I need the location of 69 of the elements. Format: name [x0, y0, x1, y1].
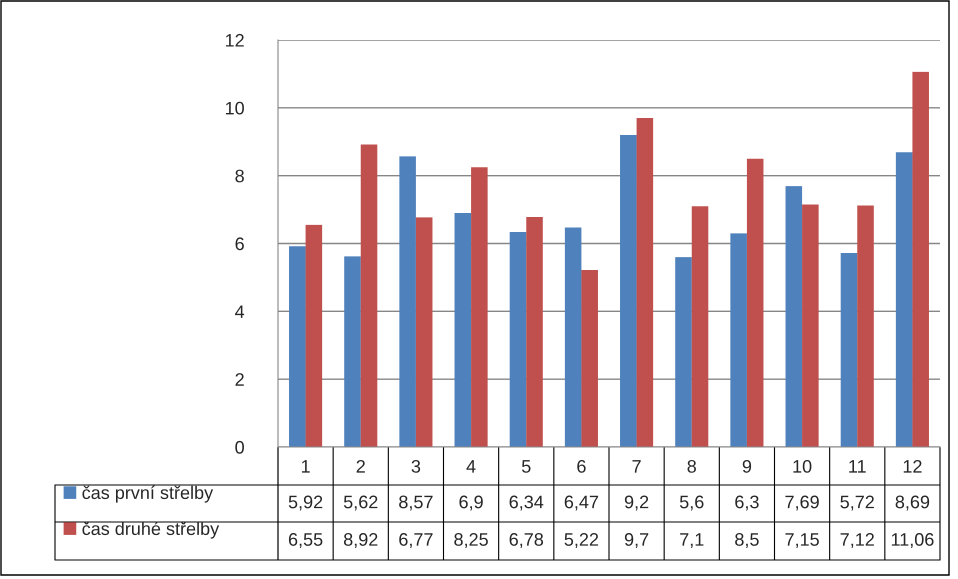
bar	[360, 144, 378, 447]
y-tick-label: 6	[236, 237, 244, 250]
data-label: 8,69	[896, 496, 930, 510]
data-label: 8,57	[399, 496, 433, 510]
data-label: 5,72	[840, 496, 874, 510]
legend-label: čas první střelby	[82, 486, 214, 503]
x-tick-label: 11	[849, 460, 866, 473]
bar	[399, 156, 416, 447]
x-tick-label: 8	[688, 460, 696, 473]
data-label: 8,92	[344, 533, 378, 548]
bar	[581, 270, 598, 447]
bar	[840, 252, 858, 447]
x-tick-label: 10	[793, 460, 812, 473]
data-label: 6,55	[288, 533, 322, 548]
x-tick-label: 4	[466, 460, 476, 473]
y-tick-label: 8	[235, 170, 244, 182]
x-tick-label: 7	[632, 460, 641, 473]
y-tick-label: 10	[226, 102, 244, 115]
data-label: 7,15	[785, 533, 819, 548]
bar	[786, 186, 802, 447]
bar	[526, 217, 543, 447]
data-label: 5,22	[564, 533, 598, 548]
data-label: 9,2	[624, 496, 648, 510]
data-label: 11,06	[892, 533, 934, 548]
x-tick-label: 2	[356, 460, 365, 473]
x-tick-label: 6	[577, 460, 586, 473]
y-tick-label: 4	[235, 305, 244, 318]
bar	[564, 228, 582, 447]
y-tick-label: 2	[236, 373, 244, 386]
bar	[912, 72, 929, 447]
bar	[857, 206, 874, 447]
bar	[510, 232, 526, 447]
x-tick-label: 1	[302, 460, 310, 473]
x-tick-label: 9	[742, 460, 752, 473]
bar	[692, 206, 708, 447]
bar	[454, 212, 472, 447]
bar	[289, 246, 306, 447]
data-label: 6,3	[735, 496, 759, 510]
x-tick-label: 3	[412, 460, 420, 473]
data-label: 6,34	[510, 496, 544, 510]
bar	[620, 134, 637, 447]
data-label: 6,9	[459, 496, 483, 510]
x-tick-label: 12	[904, 460, 922, 473]
data-label: 8,25	[454, 533, 488, 548]
data-label: 6,78	[510, 533, 544, 548]
data-label: 9,7	[624, 533, 648, 548]
data-label: 5,92	[288, 496, 322, 510]
bar	[636, 118, 654, 447]
data-label: 7,1	[680, 533, 704, 548]
x-tick-label: 5	[522, 460, 531, 473]
y-tick-label: 0	[235, 440, 244, 454]
data-label: 7,12	[840, 533, 874, 548]
bar	[746, 158, 764, 447]
bar	[471, 167, 488, 447]
y-tick-label: 12	[226, 34, 244, 47]
data-label: 5,62	[344, 496, 378, 510]
data-label: 8,5	[735, 533, 759, 548]
data-label: 6,77	[399, 533, 433, 548]
bar	[730, 233, 747, 447]
data-label: 7,69	[785, 496, 819, 510]
bar	[896, 152, 912, 447]
bar	[306, 224, 322, 447]
bar	[344, 256, 361, 447]
data-label: 6,47	[564, 496, 598, 510]
bar	[675, 257, 692, 447]
legend-label: čas druhé střelby	[82, 522, 220, 539]
bar	[416, 217, 432, 447]
bar	[802, 204, 819, 447]
data-label: 5,6	[680, 496, 704, 510]
